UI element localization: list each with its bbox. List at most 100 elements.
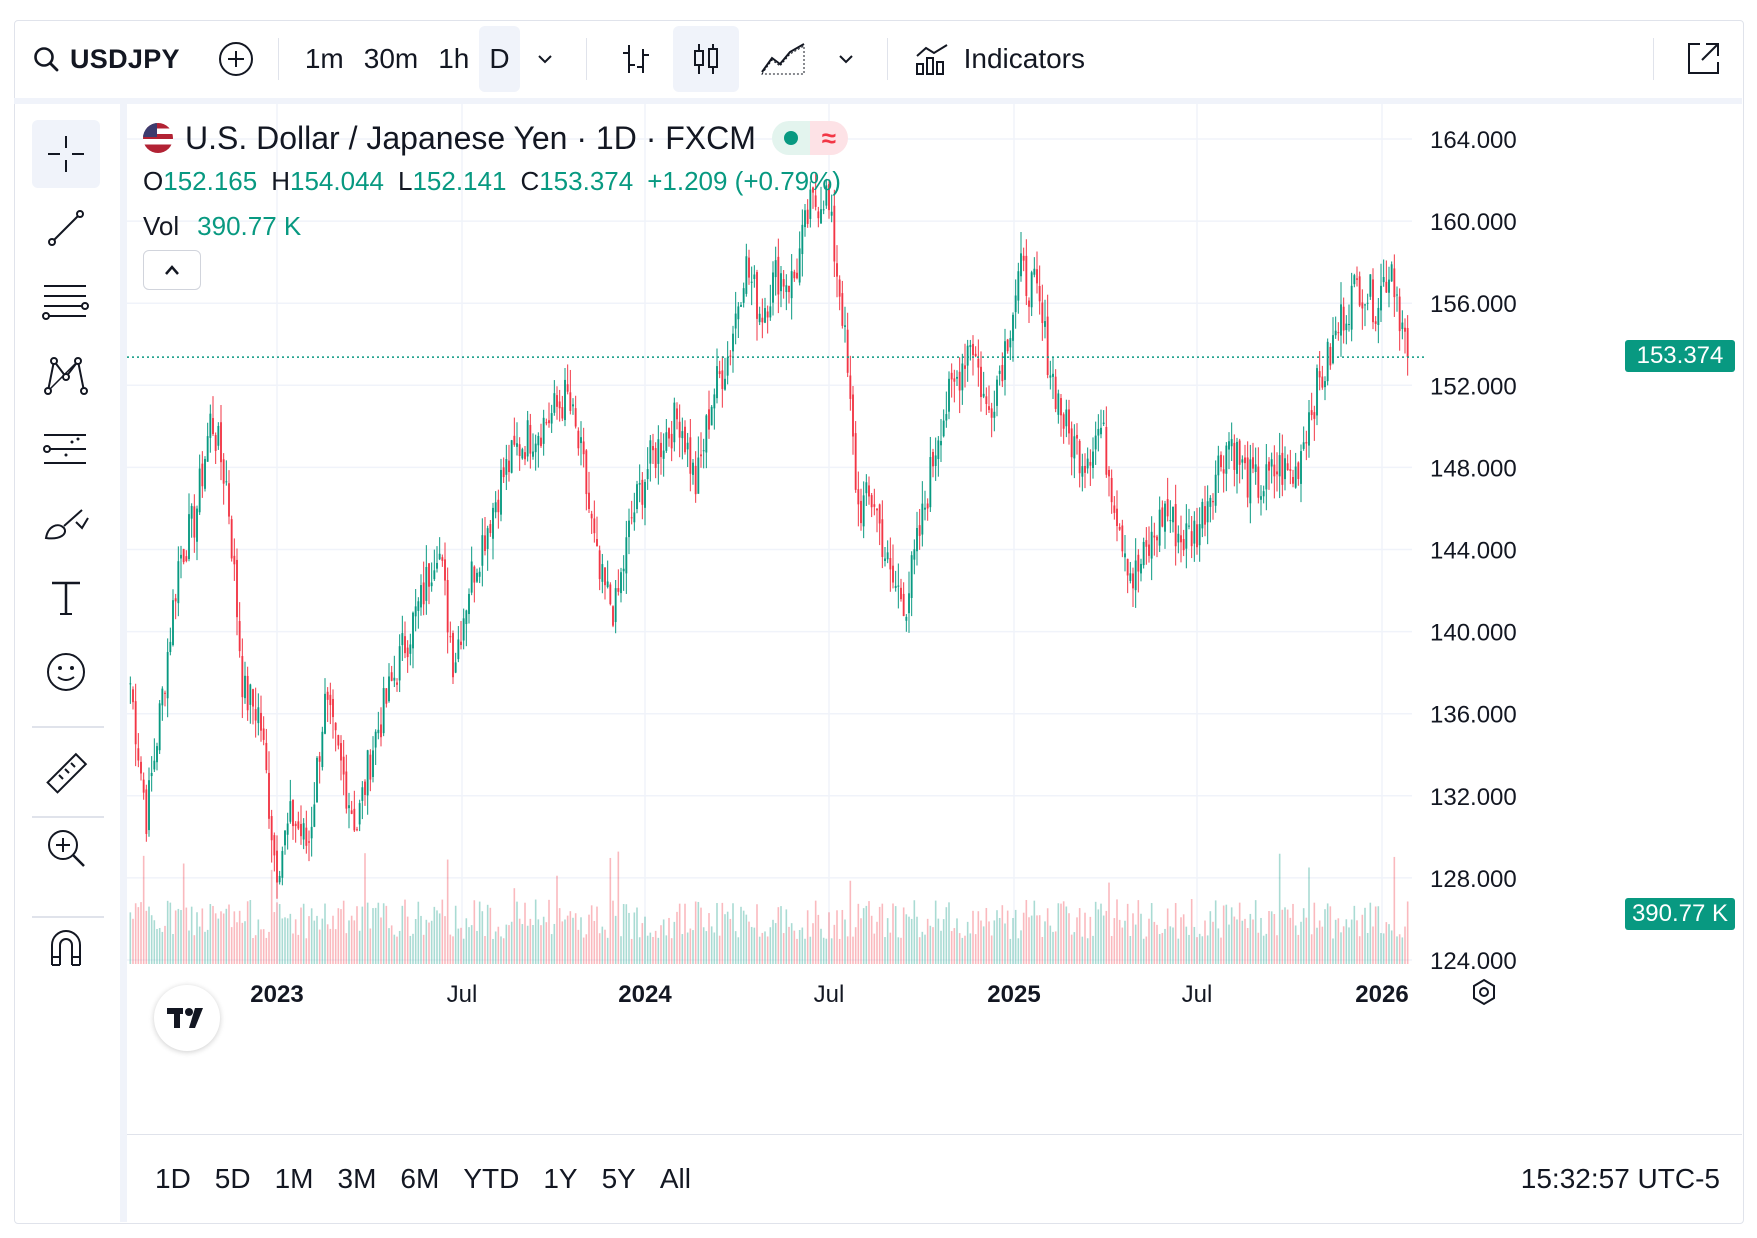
interval-dropdown[interactable] [520, 26, 570, 92]
pattern-tool[interactable] [32, 342, 100, 410]
range-3m[interactable]: 3M [337, 1163, 377, 1194]
interval-d[interactable]: D [479, 26, 520, 92]
candle-body [588, 492, 590, 509]
trend-line-tool[interactable] [32, 194, 100, 262]
volume-bar [1236, 919, 1238, 964]
zoom-in-icon [48, 830, 85, 867]
volume-bar [1156, 924, 1158, 964]
candle-body [1214, 474, 1217, 506]
zoom-in-tool[interactable] [32, 814, 100, 882]
measure-tool[interactable] [32, 740, 100, 808]
x-tick-label: Jul [1182, 981, 1213, 1008]
candle-body [366, 750, 369, 796]
volume-bar [785, 909, 788, 964]
text-tool[interactable] [32, 564, 100, 632]
candle-body [233, 555, 236, 565]
compare-add-button[interactable] [218, 26, 254, 92]
magnet-tool[interactable] [32, 914, 100, 982]
candle-body [430, 582, 433, 587]
collapse-legend-button[interactable] [143, 250, 201, 290]
tradingview-logo[interactable] [154, 985, 220, 1051]
emoji-tool[interactable] [32, 638, 100, 706]
volume-bar [148, 906, 150, 964]
volume-bar [1324, 909, 1326, 964]
volume-bar [361, 906, 364, 964]
candle-body [974, 353, 977, 357]
candle-body [353, 808, 356, 831]
volume-bar [865, 905, 868, 964]
volume-bar [502, 938, 505, 964]
volume-bar [1164, 928, 1166, 964]
candle-body [1236, 441, 1238, 474]
volume-bar [801, 927, 804, 964]
volume-bar [860, 918, 862, 964]
range-6m[interactable]: 6M [400, 1163, 440, 1194]
volume-bar [1252, 919, 1254, 964]
volume-bar [1134, 924, 1137, 964]
brush-tool[interactable] [32, 490, 100, 558]
interval-30m[interactable]: 30m [363, 43, 419, 74]
candle-body [638, 482, 641, 485]
volume-bar [153, 920, 156, 964]
candle-body [1012, 314, 1014, 341]
open-external-button[interactable] [1670, 26, 1736, 92]
candle-body [1073, 436, 1076, 459]
fib-retracement-tool[interactable] [32, 268, 100, 336]
candle-body [713, 394, 716, 409]
clock-timezone[interactable]: 15:32:57 UTC-5 [1520, 1163, 1720, 1194]
volume-bar [676, 911, 678, 964]
range-5y[interactable]: 5Y [601, 1163, 636, 1194]
axis-settings-icon[interactable] [1473, 978, 1495, 1006]
candle-body [145, 789, 148, 834]
range-5d[interactable]: 5D [214, 1163, 251, 1194]
candles-chart-type-button[interactable] [672, 26, 739, 92]
volume-bar [1017, 938, 1020, 964]
candle-body [785, 285, 788, 293]
interval-1h[interactable]: 1h [438, 43, 470, 74]
candle-body [188, 514, 190, 560]
volume-bar [377, 902, 380, 964]
candle-body [636, 484, 638, 510]
volume-bar [414, 919, 417, 964]
candle-body [1174, 504, 1177, 547]
interval-1m[interactable]: 1m [304, 43, 344, 74]
range-1y[interactable]: 1Y [543, 1163, 578, 1194]
candle-body [486, 528, 489, 549]
volume-bar [910, 918, 913, 964]
candle-body [308, 841, 310, 843]
chart-pane[interactable]: 164.000 160.000 156.000 152.000 148.000 144.0… [127, 104, 1742, 1134]
volume-bar [438, 913, 441, 964]
area-chart-type-button[interactable] [745, 26, 821, 92]
candle-body [158, 703, 161, 751]
bar-chart-type-button[interactable] [603, 26, 669, 92]
vol-value: 390.77 K [197, 211, 302, 241]
volume-bar [260, 929, 262, 964]
volume-bar [510, 921, 513, 964]
crosshair-tool[interactable] [32, 120, 100, 188]
range-1d[interactable]: 1D [155, 1163, 191, 1194]
volume-bar [1126, 903, 1129, 964]
volume-bar [1097, 909, 1100, 964]
candle-body [1076, 434, 1078, 439]
candle-body [137, 748, 140, 761]
forecast-tool[interactable] [32, 416, 100, 484]
range-1m[interactable]: 1M [274, 1163, 314, 1194]
volume-bar [526, 925, 529, 964]
volume-bar [1406, 901, 1409, 964]
y-tick-label: 148.000 [1430, 455, 1517, 482]
indicators-button[interactable]: Indicators [904, 42, 1095, 76]
market-status[interactable]: ≈ [771, 121, 848, 155]
candle-body [961, 363, 964, 391]
volume-bar [228, 904, 230, 964]
range-all[interactable]: All [659, 1163, 691, 1194]
volume-bar [1060, 903, 1062, 964]
candle-body [702, 450, 705, 452]
range-ytd[interactable]: YTD [463, 1163, 520, 1194]
candle-body [1348, 324, 1350, 326]
volume-bar [388, 928, 390, 964]
candle-body [1065, 409, 1068, 427]
chart-type-dropdown[interactable] [821, 26, 871, 92]
price-chart[interactable]: 164.000 160.000 156.000 152.000 148.000 144.0… [127, 104, 1742, 1134]
candle-body [1257, 466, 1260, 498]
symbol-search[interactable]: USDJPY [32, 26, 180, 92]
